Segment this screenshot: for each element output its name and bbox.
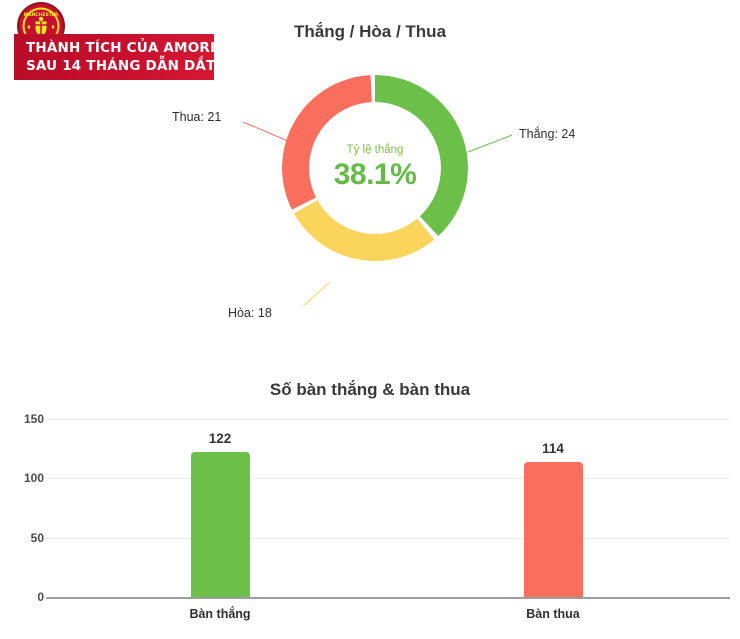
y-axis-tick-0: 0 <box>37 590 44 604</box>
y-axis-tick-150: 150 <box>23 412 44 426</box>
donut-slice-thua[interactable] <box>282 75 372 210</box>
donut-label-thang: Thắng: 24 <box>519 127 576 141</box>
donut-chart-svg <box>282 75 468 261</box>
y-axis-tick-100: 100 <box>23 471 44 485</box>
axis-baseline <box>46 597 730 599</box>
bar-category-ban-thua: Bàn thua <box>526 607 580 621</box>
bar-value-ban-thua: 114 <box>542 441 564 456</box>
gridline-50 <box>46 538 730 539</box>
bar-ban-thang[interactable] <box>191 452 250 597</box>
donut-chart-title: Thắng / Hòa / Thua <box>293 22 447 41</box>
y-axis-tick-50: 50 <box>30 531 44 545</box>
gridline-150 <box>46 419 730 420</box>
donut-slice-thang[interactable] <box>375 75 468 237</box>
bar-value-ban-thang: 122 <box>208 431 232 446</box>
banner-headline-line-2: SAU 14 THÁNG DẪN DẮT MU <box>26 58 246 74</box>
brand-banner: THÀNH TÍCH CỦA AMORIM SAU 14 THÁNG DẪN D… <box>14 34 245 80</box>
branding-block: MANCHESTER UNITED THÀNH TÍCH CỦA AMORIM … <box>0 0 245 82</box>
bar-ban-thua[interactable] <box>524 462 583 597</box>
donut-label-hoa: Hòa: 18 <box>228 306 272 320</box>
bar-chart: 150 100 50 0 122 Bàn thắng 114 Bàn thua <box>0 405 740 639</box>
donut-chart: Tỷ lệ thắng 38.1% <box>265 58 485 278</box>
banner-headline-line-1: THÀNH TÍCH CỦA AMORIM <box>26 40 229 56</box>
donut-label-thua: Thua: 21 <box>172 110 222 124</box>
bar-chart-title: Số bàn thắng & bàn thua <box>269 380 471 399</box>
gridline-100 <box>46 478 730 479</box>
bar-category-ban-thang: Bàn thắng <box>189 607 251 621</box>
svg-text:MANCHESTER: MANCHESTER <box>24 12 59 18</box>
donut-slice-hoa[interactable] <box>293 200 435 261</box>
